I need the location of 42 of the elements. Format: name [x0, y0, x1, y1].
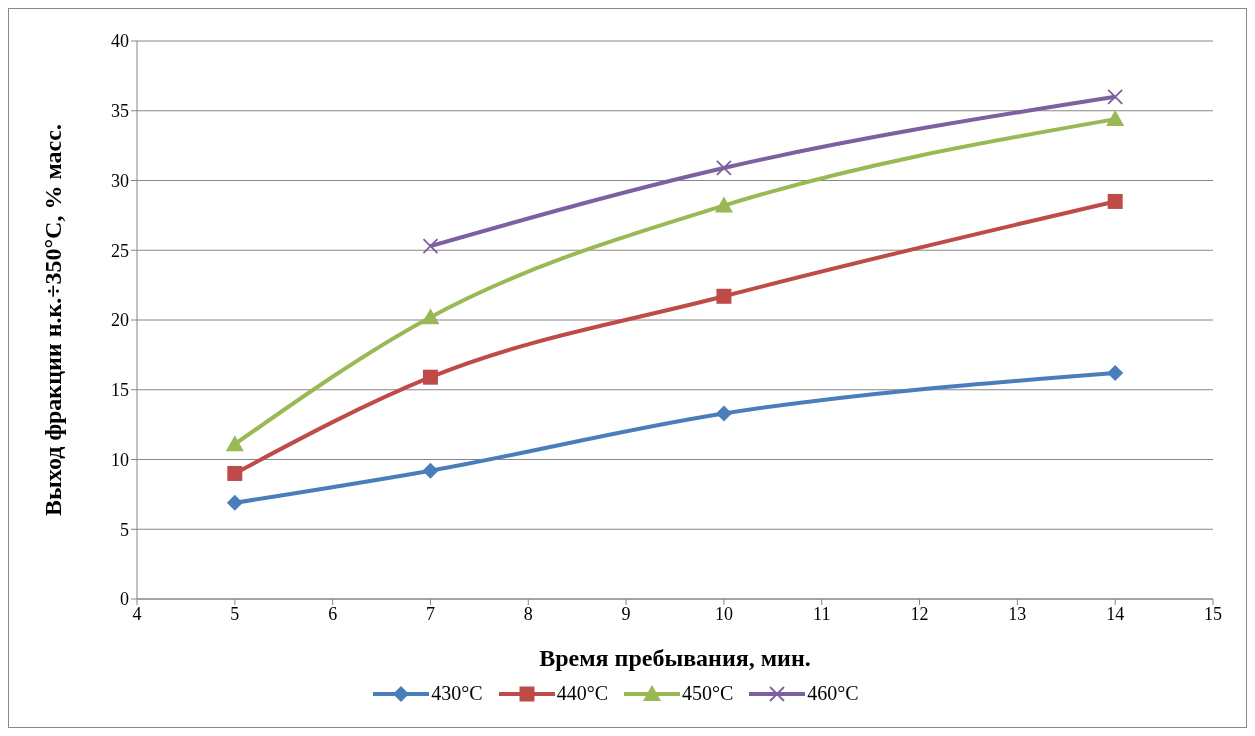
- point: [1107, 365, 1124, 382]
- legend-label: 450°С: [682, 682, 734, 705]
- x-tick-label: 6: [328, 603, 338, 624]
- y-tick-label: 5: [120, 519, 129, 540]
- legend-label: 440°С: [556, 682, 608, 705]
- x-tick-label: 11: [813, 603, 831, 624]
- y-tick-label: 35: [111, 101, 129, 122]
- legend-label: 460°С: [807, 682, 859, 705]
- point: [716, 288, 732, 304]
- x-tick-label: 13: [1008, 603, 1027, 624]
- point: [715, 405, 732, 422]
- x-tick-label: 15: [1204, 603, 1222, 624]
- point: [1107, 88, 1124, 105]
- point: [1107, 193, 1123, 209]
- x-tick-label: 12: [910, 603, 929, 624]
- point: [714, 196, 733, 213]
- x-tick-label: 9: [621, 603, 631, 624]
- point: [422, 238, 439, 254]
- legend-label: 430°С: [431, 682, 483, 705]
- y-tick-label: 30: [111, 170, 129, 191]
- x-tick-label: 10: [714, 603, 733, 624]
- point: [422, 462, 439, 479]
- point: [421, 308, 440, 325]
- point: [1106, 110, 1125, 127]
- x-tick-label: 14: [1106, 603, 1125, 624]
- x-tick-label: 7: [425, 603, 435, 624]
- y-tick-label: 25: [111, 240, 129, 261]
- y-tick-label: 20: [111, 310, 129, 331]
- point: [225, 435, 244, 452]
- point: [226, 494, 243, 511]
- y-tick-label: 10: [111, 449, 129, 470]
- point: [227, 465, 243, 481]
- y-axis-title: Выход фракции н.к.÷350°С, % масс.: [39, 124, 66, 516]
- y-tick-label: 0: [120, 589, 129, 610]
- x-tick-label: 4: [132, 603, 142, 624]
- x-tick-label: 5: [230, 603, 240, 624]
- y-tick-label: 15: [111, 380, 129, 401]
- point: [716, 160, 732, 176]
- point: [422, 369, 438, 385]
- x-axis-title: Время пребывания, мин.: [539, 645, 811, 671]
- y-tick-label: 40: [111, 31, 129, 52]
- x-tick-label: 8: [523, 603, 533, 624]
